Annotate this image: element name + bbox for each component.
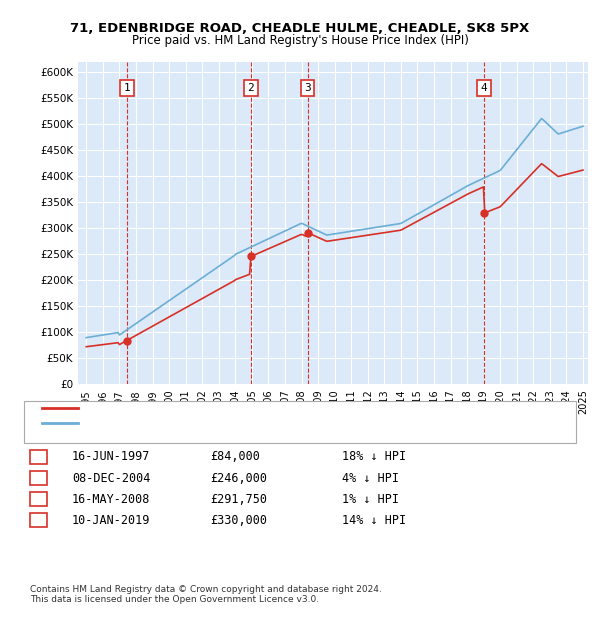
- Text: 1: 1: [35, 452, 42, 462]
- Text: 4: 4: [35, 515, 42, 525]
- Text: £246,000: £246,000: [210, 472, 267, 484]
- Point: [246, 252, 256, 262]
- Text: HPI: Average price, detached house, Stockport: HPI: Average price, detached house, Stoc…: [84, 418, 316, 428]
- Text: 2: 2: [247, 83, 254, 93]
- Text: 1% ↓ HPI: 1% ↓ HPI: [342, 493, 399, 505]
- Point: [122, 336, 132, 346]
- Text: £84,000: £84,000: [210, 451, 260, 463]
- Text: 4: 4: [481, 83, 488, 93]
- Text: 10-JAN-2019: 10-JAN-2019: [72, 514, 151, 526]
- Text: 08-DEC-2004: 08-DEC-2004: [72, 472, 151, 484]
- Text: Price paid vs. HM Land Registry's House Price Index (HPI): Price paid vs. HM Land Registry's House …: [131, 34, 469, 47]
- Text: Contains HM Land Registry data © Crown copyright and database right 2024.
This d: Contains HM Land Registry data © Crown c…: [30, 585, 382, 604]
- Text: 2: 2: [35, 473, 42, 483]
- Text: 71, EDENBRIDGE ROAD, CHEADLE HULME, CHEADLE, SK8 5PX: 71, EDENBRIDGE ROAD, CHEADLE HULME, CHEA…: [70, 22, 530, 35]
- Text: £330,000: £330,000: [210, 514, 267, 526]
- Point: [479, 208, 489, 218]
- Text: £291,750: £291,750: [210, 493, 267, 505]
- Text: 4% ↓ HPI: 4% ↓ HPI: [342, 472, 399, 484]
- Point: [303, 228, 313, 237]
- Text: 71, EDENBRIDGE ROAD, CHEADLE HULME, CHEADLE, SK8 5PX (detached house): 71, EDENBRIDGE ROAD, CHEADLE HULME, CHEA…: [84, 403, 485, 413]
- Text: 3: 3: [35, 494, 42, 504]
- Text: 16-JUN-1997: 16-JUN-1997: [72, 451, 151, 463]
- Text: 14% ↓ HPI: 14% ↓ HPI: [342, 514, 406, 526]
- Text: 18% ↓ HPI: 18% ↓ HPI: [342, 451, 406, 463]
- Text: 1: 1: [124, 83, 130, 93]
- Text: 16-MAY-2008: 16-MAY-2008: [72, 493, 151, 505]
- Text: 3: 3: [304, 83, 311, 93]
